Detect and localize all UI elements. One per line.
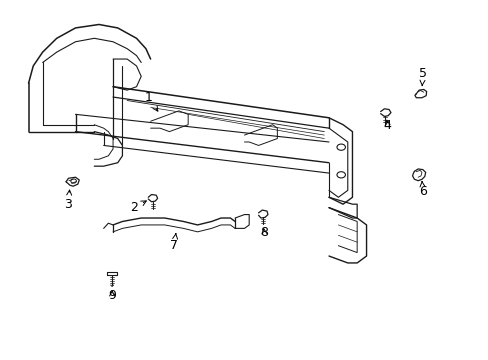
Text: 2: 2 bbox=[130, 201, 146, 214]
Text: 3: 3 bbox=[64, 190, 72, 211]
Text: 9: 9 bbox=[108, 289, 116, 302]
Text: 1: 1 bbox=[144, 91, 158, 111]
Text: 6: 6 bbox=[418, 181, 426, 198]
Text: 7: 7 bbox=[170, 234, 178, 252]
Text: 4: 4 bbox=[383, 119, 391, 132]
Text: 8: 8 bbox=[260, 226, 267, 239]
Text: 5: 5 bbox=[418, 67, 426, 86]
